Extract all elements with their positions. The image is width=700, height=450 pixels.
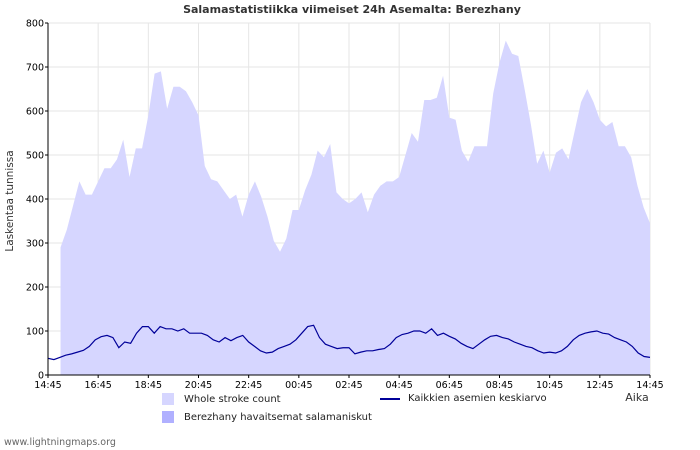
x-tick-label: 12:45 xyxy=(586,380,613,391)
y-tick-label: 300 xyxy=(26,239,44,250)
x-tick-label: 04:45 xyxy=(385,380,412,391)
legend-item-berezhany-strikes: Berezhany havaitsemat salamaniskut xyxy=(162,411,372,423)
x-tick-label: 08:45 xyxy=(486,380,513,391)
y-tick-label: 800 xyxy=(26,19,44,30)
legend-swatch-whole-stroke-count xyxy=(162,393,174,405)
footer-source: www.lightningmaps.org xyxy=(4,437,116,448)
y-axis-label: Laskentaa tunnissa xyxy=(4,150,16,251)
x-tick-label: 14:45 xyxy=(636,380,663,391)
x-tick-label: 00:45 xyxy=(285,380,312,391)
area-layer xyxy=(60,40,651,375)
x-axis-label: Aika xyxy=(625,391,649,404)
y-tick-label: 700 xyxy=(26,63,44,74)
x-tick-label: 16:45 xyxy=(84,380,111,391)
legend-label-average-all-stations: Kaikkien asemien keskiarvo xyxy=(408,393,547,404)
x-tick-label: 20:45 xyxy=(185,380,212,391)
y-tick-label: 500 xyxy=(26,151,44,162)
x-tick-label: 06:45 xyxy=(436,380,463,391)
legend-swatch-berezhany-strikes xyxy=(162,411,174,423)
y-tick-label: 200 xyxy=(26,283,44,294)
chart-title: Salamastatistiikka viimeiset 24h Asemalt… xyxy=(183,3,521,16)
legend-item-average-all-stations: Kaikkien asemien keskiarvo xyxy=(380,393,547,404)
legend-swatch-average-all-stations xyxy=(380,397,400,400)
y-tick-label: 100 xyxy=(26,327,44,338)
line-layer xyxy=(47,324,651,361)
x-tick-label: 18:45 xyxy=(135,380,162,391)
line-series-2 xyxy=(47,324,651,361)
area-series-0 xyxy=(60,40,651,375)
x-tick-label: 22:45 xyxy=(235,380,262,391)
x-tick-label: 14:45 xyxy=(34,380,61,391)
y-tick-label: 0 xyxy=(38,371,44,382)
legend-label-whole-stroke-count: Whole stroke count xyxy=(184,393,281,405)
x-tick-label: 10:45 xyxy=(536,380,563,391)
legend-label-berezhany-strikes: Berezhany havaitsemat salamaniskut xyxy=(184,411,372,423)
tick-labels: 0 100 200 300 400 500 600 700 800 14:45 16:45 18:45… xyxy=(26,19,664,392)
x-tick-label: 02:45 xyxy=(335,380,362,391)
legend-item-whole-stroke-count: Whole stroke count xyxy=(162,393,281,405)
y-tick-label: 400 xyxy=(26,195,44,206)
y-tick-label: 600 xyxy=(26,107,44,118)
